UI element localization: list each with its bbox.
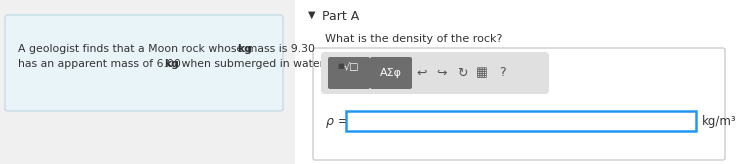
Text: ▼: ▼ <box>308 10 315 20</box>
Text: has an apparent mass of 6.00: has an apparent mass of 6.00 <box>18 59 184 69</box>
Text: ▦: ▦ <box>476 66 488 80</box>
Text: kg: kg <box>164 59 179 69</box>
FancyBboxPatch shape <box>313 48 725 160</box>
FancyBboxPatch shape <box>328 57 370 89</box>
Text: Part A: Part A <box>322 10 359 23</box>
Text: when submerged in water.: when submerged in water. <box>178 59 326 69</box>
Text: ■: ■ <box>337 63 343 69</box>
Text: ↻: ↻ <box>457 66 467 80</box>
FancyBboxPatch shape <box>321 52 549 94</box>
Bar <box>346 111 696 131</box>
Text: What is the density of the rock?: What is the density of the rock? <box>325 34 503 44</box>
Text: AΣφ: AΣφ <box>380 68 402 78</box>
FancyBboxPatch shape <box>5 15 283 111</box>
Text: ?: ? <box>499 66 506 80</box>
Text: ↪: ↪ <box>437 66 447 80</box>
Text: kg: kg <box>237 44 252 54</box>
Text: kg/m³: kg/m³ <box>702 114 736 127</box>
Text: √□: √□ <box>344 62 360 72</box>
Text: ↩: ↩ <box>416 66 427 80</box>
Text: A geologist finds that a Moon rock whose mass is 9.30: A geologist finds that a Moon rock whose… <box>18 44 318 54</box>
Bar <box>295 0 737 164</box>
FancyBboxPatch shape <box>370 57 412 89</box>
Text: ρ =: ρ = <box>326 114 349 127</box>
